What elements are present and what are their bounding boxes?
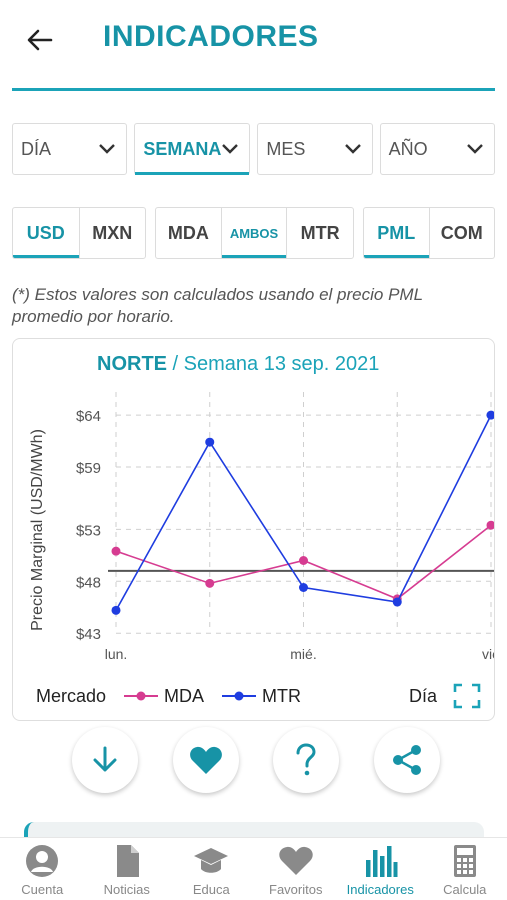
- nav-label: Noticias: [103, 882, 150, 897]
- help-icon: [296, 743, 316, 776]
- y-tick-label: $64: [76, 408, 101, 425]
- chart-legend: Mercado MDA MTR Día: [36, 683, 481, 709]
- user-icon: [26, 845, 59, 877]
- period-label: SEMANA: [143, 138, 222, 159]
- heart-icon: [189, 746, 222, 774]
- share-button[interactable]: [373, 727, 440, 793]
- nav-label: Educa: [192, 882, 230, 897]
- data-point-mtr: [392, 597, 402, 607]
- toggle-mda[interactable]: MDA: [167, 222, 209, 243]
- favorite-button[interactable]: [172, 727, 239, 793]
- nav-label: Calcula: [443, 882, 487, 897]
- data-point-mtr: [205, 437, 215, 447]
- arrow-left-icon: [27, 29, 53, 51]
- period-dropdown-semana[interactable]: SEMANA: [134, 123, 251, 175]
- page-title: INDICADORES: [103, 20, 319, 53]
- toggle-ambos[interactable]: AMBOS: [220, 208, 287, 258]
- chart-period: / Semana 13 sep. 2021: [167, 353, 380, 375]
- download-icon: [93, 746, 117, 772]
- period-dropdown-mes[interactable]: MES: [257, 123, 373, 175]
- toggle-usd[interactable]: USD: [13, 208, 79, 258]
- market-toggle: MDA AMBOS MTR: [155, 207, 354, 259]
- legend-right: Día: [409, 683, 481, 709]
- chevron-down-icon: [344, 144, 361, 154]
- toggle-pml[interactable]: PML: [364, 208, 429, 258]
- price-toggle: PML COM: [363, 207, 495, 259]
- data-point-mda: [299, 556, 308, 565]
- legend-label: MTR: [262, 685, 302, 706]
- period-label: DÍA: [21, 138, 52, 159]
- legend-title: Mercado: [36, 685, 107, 706]
- action-buttons: [72, 727, 440, 793]
- chevron-down-icon: [99, 144, 116, 154]
- nav-item-calcula[interactable]: Calcula: [423, 838, 507, 900]
- price-note: (*) Estos valores son calculados usando …: [12, 285, 423, 326]
- share-icon: [392, 745, 421, 775]
- currency-toggle: USD MXN: [12, 207, 146, 259]
- filter-toggles: USD MXN MDA AMBOS MTR PML COM: [12, 207, 495, 259]
- nav-item-cuenta[interactable]: Cuenta: [0, 838, 85, 900]
- graduation-cap-icon: [194, 848, 229, 873]
- news-icon: [116, 845, 139, 877]
- y-axis-label: Precio Marginal (USD/MWh): [29, 429, 46, 631]
- legend-label: MDA: [164, 685, 205, 706]
- heart-icon: [279, 846, 313, 875]
- bar-chart-icon: [366, 846, 398, 877]
- nav-item-noticias[interactable]: Noticias: [85, 838, 170, 900]
- period-label: MES: [266, 138, 306, 159]
- nav-label: Indicadores: [346, 882, 414, 897]
- toggle-com[interactable]: COM: [428, 208, 495, 258]
- nav-label: Cuenta: [21, 882, 64, 897]
- y-tick-label: $48: [76, 574, 101, 591]
- data-point-mtr: [111, 605, 121, 615]
- x-tick-label: vie: [482, 646, 495, 662]
- data-point-mda: [486, 520, 494, 530]
- chevron-down-icon: [222, 144, 239, 154]
- nav-item-favoritos[interactable]: Favoritos: [254, 838, 339, 900]
- toggle-mxn[interactable]: MXN: [78, 208, 146, 258]
- calculator-icon: [453, 845, 476, 877]
- chart-title: NORTE / Semana 13 sep. 2021: [97, 353, 379, 376]
- nav-item-indicadores[interactable]: Indicadores: [338, 838, 423, 900]
- legend-swatch-mda: [124, 691, 159, 701]
- chart-region: NORTE: [97, 353, 167, 375]
- period-dropdown-ano[interactable]: AÑO: [379, 123, 495, 175]
- period-dropdown-dia[interactable]: DÍA: [12, 123, 128, 175]
- help-button[interactable]: [273, 727, 340, 793]
- data-point-mda: [111, 546, 121, 556]
- x-tick-label: mié.: [290, 646, 316, 662]
- legend-item-mda[interactable]: MDA: [124, 686, 204, 707]
- peek-accent: [24, 822, 34, 842]
- data-point-mda: [205, 578, 215, 588]
- data-point-mtr: [486, 410, 494, 420]
- toggle-mtr[interactable]: MTR: [286, 208, 353, 258]
- header: INDICADORES: [0, 0, 507, 78]
- back-button[interactable]: [22, 22, 58, 58]
- period-selector: DÍA SEMANA MES AÑO: [12, 123, 495, 175]
- fullscreen-icon[interactable]: [453, 683, 481, 709]
- y-tick-label: $43: [76, 626, 101, 643]
- y-tick-label: $59: [76, 460, 101, 477]
- nav-label: Favoritos: [269, 882, 323, 897]
- legend-item-mtr[interactable]: MTR: [222, 686, 301, 707]
- data-point-mtr: [299, 583, 308, 592]
- period-label: AÑO: [388, 138, 428, 159]
- y-tick-label: $53: [76, 522, 101, 539]
- nav-item-educa[interactable]: Educa: [169, 838, 254, 900]
- chevron-down-icon: [467, 144, 483, 154]
- x-tick-label: lun.: [105, 646, 128, 662]
- granularity-label: Día: [408, 685, 437, 706]
- download-button[interactable]: [72, 727, 138, 793]
- bottom-nav: Cuenta Noticias Educa Favoritos Indicado…: [0, 837, 507, 900]
- header-divider: [12, 88, 495, 91]
- legend-swatch-mtr: [222, 691, 257, 701]
